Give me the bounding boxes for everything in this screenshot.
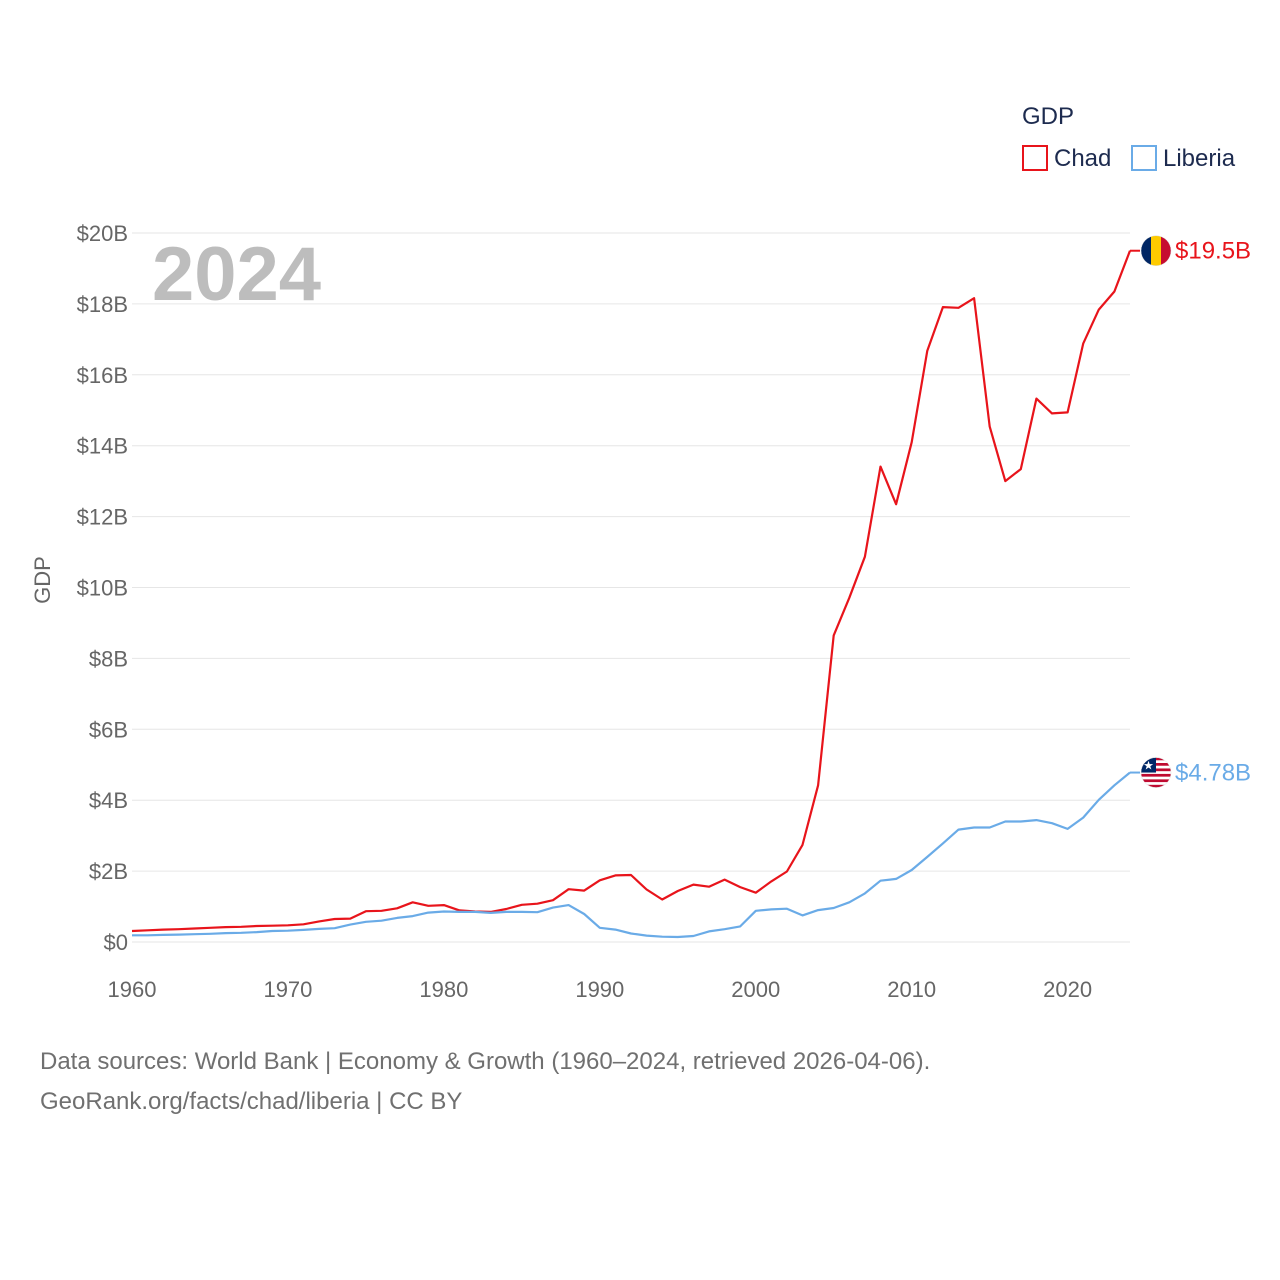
x-axis-ticks: 1960 1970 1980 1990 2000 2010 2020 bbox=[108, 977, 1093, 1002]
x-tick-label: 1990 bbox=[575, 977, 624, 1002]
y-tick-label: $12B bbox=[77, 505, 128, 530]
y-tick-label: $20B bbox=[77, 221, 128, 246]
x-tick-label: 2000 bbox=[731, 977, 780, 1002]
gdp-line-chart: $0 $2B $4B $6B $8B $10B $12B $14B $16B $18B $20B 1… bbox=[30, 103, 1251, 1002]
y-tick-label: $8B bbox=[89, 646, 128, 671]
grid bbox=[132, 232, 1130, 943]
chad-flag-icon bbox=[1140, 235, 1172, 266]
y-axis-ticks: $0 $2B $4B $6B $8B $10B $12B $14B $16B $18B $20B bbox=[77, 221, 128, 955]
legend-label-chad: Chad bbox=[1054, 145, 1111, 172]
legend-swatch-chad bbox=[1022, 145, 1048, 171]
legend-item-liberia[interactable]: Liberia bbox=[1131, 145, 1236, 172]
y-tick-label: $2B bbox=[89, 859, 128, 884]
y-tick-label: $16B bbox=[77, 363, 128, 388]
footer-sources: Data sources: World Bank | Economy & Gro… bbox=[40, 1048, 931, 1075]
end-value-label-liberia: $4.78B bbox=[1175, 760, 1251, 787]
series-line-liberia bbox=[132, 771, 1131, 939]
year-stamp: 2024 bbox=[152, 232, 321, 317]
legend-label-liberia: Liberia bbox=[1163, 145, 1236, 172]
y-axis-title: GDP bbox=[30, 556, 55, 604]
x-tick-label: 2010 bbox=[887, 977, 936, 1002]
legend-item-chad[interactable]: Chad bbox=[1022, 145, 1111, 172]
end-value-label-chad: $19.5B bbox=[1175, 238, 1251, 265]
y-tick-label: $4B bbox=[89, 788, 128, 813]
legend-title: GDP bbox=[1022, 103, 1074, 130]
legend-swatch-liberia bbox=[1131, 145, 1157, 171]
series-lines bbox=[131, 250, 1132, 939]
footer: Data sources: World Bank | Economy & Gro… bbox=[40, 1042, 930, 1122]
x-tick-label: 2020 bbox=[1043, 977, 1092, 1002]
x-tick-label: 1960 bbox=[108, 977, 157, 1002]
y-tick-label: $0 bbox=[104, 930, 128, 955]
legend[interactable]: GDP Chad Liberia bbox=[1022, 103, 1236, 172]
liberia-flag-icon: ★ bbox=[1140, 757, 1172, 788]
svg-text:★: ★ bbox=[1143, 759, 1154, 773]
footer-attribution: GeoRank.org/facts/chad/liberia | CC BY bbox=[40, 1088, 463, 1115]
series-line-chad bbox=[131, 250, 1132, 933]
y-tick-label: $6B bbox=[89, 717, 128, 742]
y-tick-label: $18B bbox=[77, 292, 128, 317]
y-tick-label: $10B bbox=[77, 576, 128, 601]
x-tick-label: 1980 bbox=[419, 977, 468, 1002]
y-tick-label: $14B bbox=[77, 434, 128, 459]
x-tick-label: 1970 bbox=[263, 977, 312, 1002]
end-labels: $19.5B ★ $4.78B bbox=[1130, 235, 1251, 788]
